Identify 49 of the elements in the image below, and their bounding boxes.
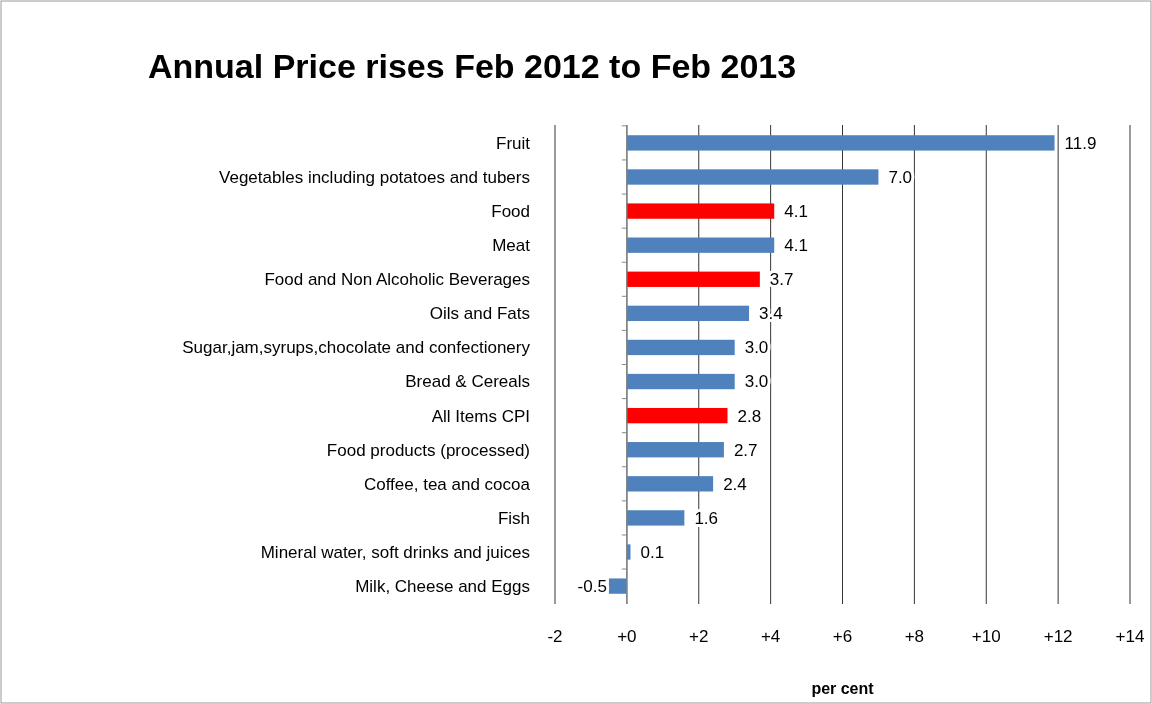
bar <box>626 237 775 253</box>
bar <box>608 578 627 594</box>
x-tick-label: +14 <box>1115 627 1145 646</box>
bar <box>626 169 879 185</box>
bar <box>626 339 735 356</box>
y-tick-label: Milk, Cheese and Eggs <box>355 577 530 597</box>
data-label: -0.5 <box>577 577 607 597</box>
y-tick-label: Fish <box>497 508 530 528</box>
data-label: 3.0 <box>744 338 769 358</box>
y-tick-label: Coffee, tea and cocoa <box>363 474 531 494</box>
chart-title: Annual Price rises Feb 2012 to Feb 2013 <box>148 47 797 85</box>
bar <box>626 407 728 424</box>
bar <box>626 442 724 458</box>
y-tick-label: Fruit <box>496 133 531 153</box>
x-tick-label: +12 <box>1043 627 1073 646</box>
data-label: 7.0 <box>888 167 913 187</box>
bar <box>626 203 775 219</box>
y-tick-label: Meat <box>492 236 531 256</box>
bar <box>626 271 760 287</box>
x-tick-label: +2 <box>689 627 709 646</box>
y-tick-label: All Items CPI <box>431 406 530 426</box>
y-tick-label: Bread & Cereals <box>405 372 530 392</box>
x-tick-label: +6 <box>832 627 853 646</box>
bar <box>626 510 685 526</box>
bar <box>626 476 714 492</box>
data-label: 4.1 <box>784 202 808 222</box>
x-tick-label: -2 <box>547 627 563 646</box>
x-tick-label: +8 <box>904 627 925 646</box>
x-tick-label: +10 <box>971 627 1001 646</box>
y-tick-label: Vegetables including potatoes and tubers <box>219 167 530 187</box>
data-label: 0.1 <box>640 542 665 562</box>
data-label: 2.4 <box>723 474 747 494</box>
y-tick-label: Oils and Fats <box>429 304 530 324</box>
x-tick-label: +4 <box>760 627 781 646</box>
data-label: 3.0 <box>744 372 769 392</box>
y-tick-label: Food and Non Alcoholic Beverages <box>264 270 530 290</box>
y-tick-label: Sugar,jam,syrups,chocolate and confectionery <box>182 338 531 358</box>
y-tick-label: Mineral water, soft drinks and juices <box>260 542 530 562</box>
bar <box>626 135 1055 151</box>
bar <box>626 373 735 390</box>
y-tick-label: Food products (processed) <box>326 440 530 460</box>
data-label: 11.9 <box>1064 133 1097 153</box>
x-axis-title: per cent <box>811 680 875 697</box>
x-tick-label: +0 <box>617 627 637 646</box>
data-label: 4.1 <box>784 236 808 256</box>
y-tick-label: Food <box>491 202 530 222</box>
data-label: 2.8 <box>737 406 762 426</box>
data-label: 2.7 <box>733 440 758 460</box>
bar <box>626 305 750 322</box>
